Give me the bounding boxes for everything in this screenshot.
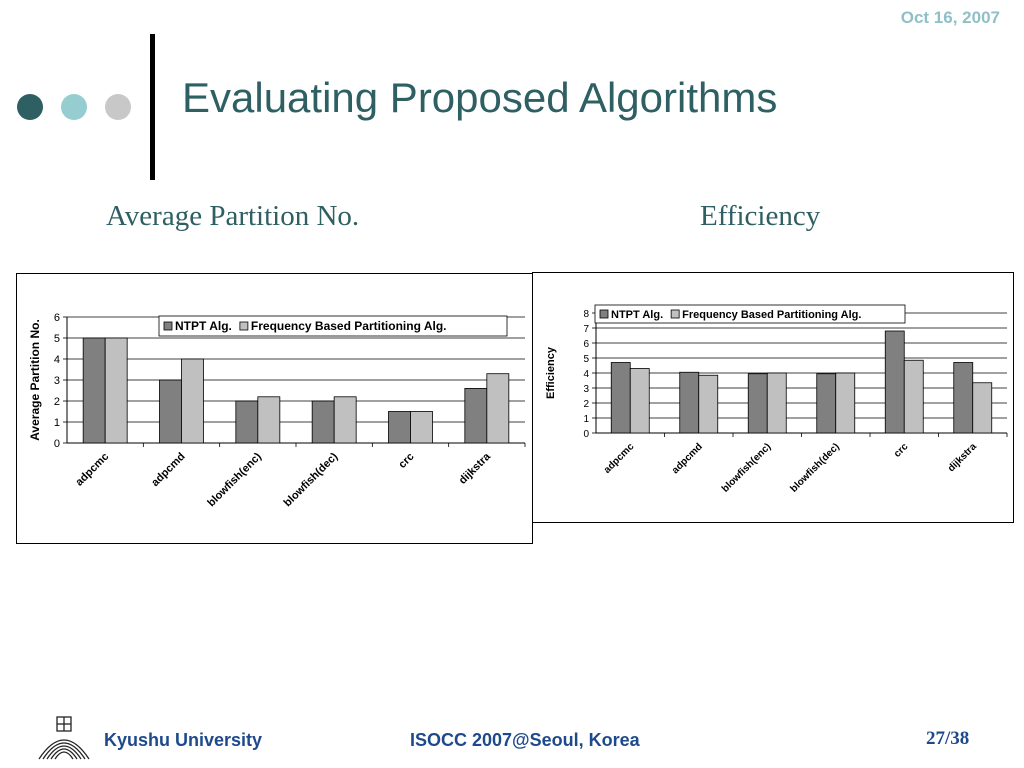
- x-category-label: adpcmd: [670, 441, 705, 476]
- title-divider: [150, 34, 155, 180]
- x-category-label: crc: [892, 441, 911, 460]
- bar-ntpt-5: [953, 362, 974, 434]
- dot-gray-icon: [105, 94, 131, 120]
- y-tick-label: 7: [583, 324, 589, 335]
- page-number: 27/38: [926, 728, 970, 749]
- footer-university: Kyushu University: [104, 730, 263, 750]
- bar-freq-2: [257, 396, 281, 444]
- y-axis-label: Efficiency: [545, 346, 557, 399]
- y-tick-label: 1: [583, 414, 589, 425]
- x-category-label: blowfish(enc): [205, 450, 264, 509]
- bar-freq-1: [698, 374, 719, 434]
- y-tick-label: 5: [54, 333, 60, 345]
- legend-swatch-freq: [670, 309, 680, 319]
- bar-ntpt-4: [884, 330, 905, 434]
- bar-ntpt-2: [747, 373, 768, 434]
- bar-freq-5: [972, 382, 993, 434]
- y-tick-label: 0: [54, 438, 60, 450]
- x-category-label: crc: [396, 451, 416, 471]
- kyushu-university-logo-icon: [38, 716, 90, 760]
- bar-ntpt-5: [464, 388, 488, 444]
- bar-ntpt-4: [388, 411, 411, 444]
- y-tick-label: 1: [54, 417, 60, 429]
- legend-swatch-ntpt: [599, 309, 609, 319]
- chart-efficiency-box: 0 1 2 3 4 5 6 7 8 adpcmc adpcmd blowfish(enc) blowfi…: [532, 272, 1014, 523]
- legend-box: [158, 315, 508, 337]
- legend-swatch-ntpt: [163, 321, 173, 331]
- y-tick-label: 3: [54, 375, 60, 387]
- subtitle-left: Average Partition No.: [106, 200, 360, 232]
- chart-efficiency: 0 1 2 3 4 5 6 7 8 adpcmc adpcmd blowfish(enc) blowfi…: [545, 304, 1008, 495]
- bar-freq-3: [835, 372, 856, 434]
- bar-freq-4: [410, 411, 433, 444]
- footer-conference: ISOCC 2007@Seoul, Korea: [410, 730, 640, 750]
- subtitle-right: Efficiency: [700, 200, 821, 232]
- x-category-label: dijkstra: [457, 450, 494, 487]
- y-tick-label: 5: [583, 354, 589, 365]
- bar-ntpt-1: [679, 371, 700, 434]
- legend-label-freq: Frequency Based Partitioning Alg.: [251, 319, 447, 333]
- legend-label-ntpt: NTPT Alg.: [611, 309, 663, 321]
- bar-freq-1: [181, 358, 204, 444]
- bar-freq-5: [486, 373, 510, 444]
- legend-label-freq: Frequency Based Partitioning Alg.: [682, 309, 861, 321]
- legend-label-ntpt: NTPT Alg.: [175, 319, 232, 333]
- x-category-label: blowfish(dec): [282, 450, 341, 509]
- bar-ntpt-1: [159, 379, 182, 444]
- legend: NTPT Alg. Frequency Based Partitioning Al…: [158, 315, 508, 337]
- x-category-label: dijkstra: [946, 441, 979, 474]
- bar-ntpt-0: [82, 337, 106, 444]
- y-tick-label: 6: [54, 312, 60, 324]
- bar-freq-0: [104, 337, 128, 444]
- y-tick-label: 4: [583, 369, 589, 380]
- legend: NTPT Alg. Frequency Based Partitioning Al…: [594, 304, 906, 324]
- slide-date: Oct 16, 2007: [900, 8, 1000, 27]
- legend-box: [594, 304, 906, 324]
- y-tick-label: 6: [583, 339, 589, 350]
- bar-ntpt-3: [311, 400, 335, 444]
- x-category-label: blowfish(dec): [789, 441, 842, 494]
- dot-dark-icon: [17, 94, 43, 120]
- bar-ntpt-3: [816, 373, 837, 434]
- x-category-label: adpcmd: [149, 451, 187, 489]
- x-category-label: blowfish(enc): [720, 441, 773, 494]
- slide-title: Evaluating Proposed Algorithms: [182, 74, 778, 121]
- bar-freq-0: [629, 368, 650, 434]
- chart-partition-box: 0 1 2 3 4 5 6 adpcmc adpcmd blowfish(enc) blowfish…: [16, 273, 533, 544]
- legend-swatch-freq: [239, 321, 249, 331]
- bar-ntpt-2: [235, 400, 259, 444]
- dot-light-icon: [61, 94, 87, 120]
- y-tick-label: 4: [54, 354, 60, 366]
- bar-freq-3: [333, 396, 357, 444]
- y-tick-label: 8: [583, 309, 589, 320]
- x-category-label: adpcmc: [73, 451, 111, 489]
- x-category-label: adpcmc: [602, 441, 637, 476]
- y-axis-label: Average Partition No.: [28, 319, 42, 441]
- y-tick-label: 2: [583, 399, 589, 410]
- bar-freq-2: [766, 372, 787, 434]
- bar-ntpt-0: [610, 362, 631, 434]
- bar-freq-4: [903, 359, 924, 434]
- y-tick-label: 3: [583, 384, 589, 395]
- y-tick-label: 2: [54, 396, 60, 408]
- y-tick-label: 0: [583, 429, 589, 440]
- chart-average-partition: 0 1 2 3 4 5 6 adpcmc adpcmd blowfish(enc) blowfish…: [28, 312, 526, 509]
